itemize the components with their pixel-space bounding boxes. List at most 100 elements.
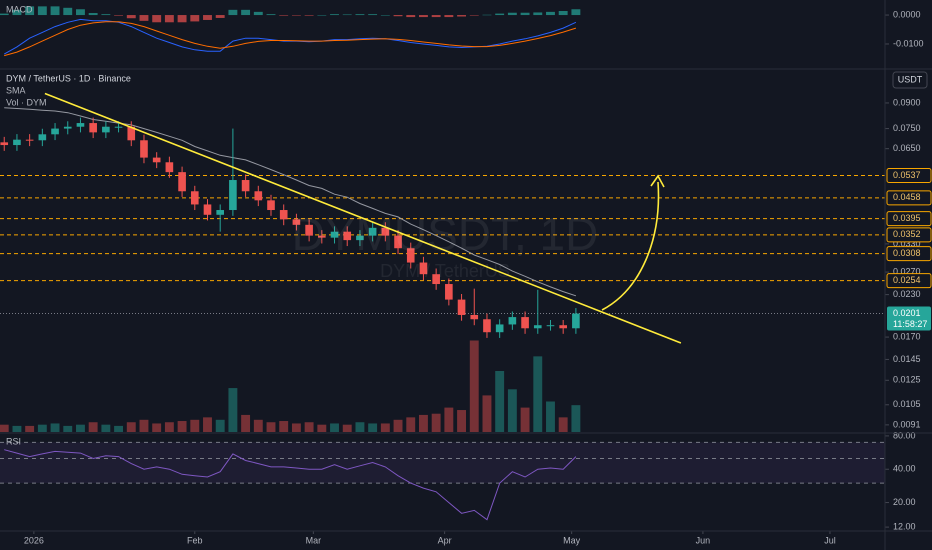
macd-histogram-bar (558, 10, 568, 16)
macd-histogram-bar (380, 15, 390, 16)
candle-body (318, 235, 326, 238)
x-tick-label: Apr (438, 535, 452, 545)
macd-histogram-bar (571, 9, 581, 16)
macd-histogram-bar (291, 15, 301, 16)
volume-bar (571, 405, 581, 432)
volume-bar (88, 422, 98, 432)
y-tick-label: 40.00 (893, 464, 916, 474)
macd-histogram-bar (546, 11, 555, 16)
y-tick-label: 0.0650 (893, 143, 921, 153)
macd-histogram-bar (469, 15, 479, 16)
x-tick-label: 2026 (24, 535, 44, 545)
candle-body (127, 126, 136, 141)
volume-bar (304, 422, 314, 432)
candle-body (368, 227, 377, 236)
volume-bar (330, 423, 339, 432)
macd-histogram-bar (368, 14, 378, 16)
volume-bar (520, 407, 530, 432)
volume-bar (444, 407, 454, 432)
level-box (886, 246, 932, 262)
volume-bar (101, 424, 111, 432)
macd-histogram-bar (228, 9, 238, 16)
macd-histogram-bar (215, 15, 225, 18)
macd-histogram-bar (317, 15, 327, 16)
y-tick-label: 20.00 (893, 497, 916, 507)
volume-bar (50, 423, 60, 432)
macd-histogram-bar (482, 14, 492, 16)
volume-bar (177, 421, 187, 432)
volume-bar (431, 413, 441, 432)
macd-histogram-bar (88, 13, 98, 16)
candle-body (190, 191, 199, 205)
current-price-box (887, 306, 931, 331)
candle-body (152, 157, 161, 163)
unit-box[interactable] (892, 71, 928, 89)
candle-body (13, 139, 21, 146)
watermark-sub: DYM / TetherUS (380, 261, 510, 281)
y-tick-label: 80.00 (893, 430, 916, 440)
candle-body (546, 325, 555, 327)
macd-histogram-bar (50, 6, 60, 16)
rsi-line (4, 449, 577, 521)
volume-bar (63, 425, 73, 432)
volume-bar (406, 417, 416, 432)
candle-body (102, 126, 110, 133)
volume-bar (469, 340, 479, 432)
y-tick-label: 0.0750 (893, 123, 921, 133)
candle-body (330, 231, 339, 238)
y-tick-label: 0.0105 (893, 399, 921, 409)
macd-histogram-bar (76, 9, 85, 16)
macd-histogram-bar (126, 15, 136, 19)
candle-body (559, 325, 567, 329)
sma-line (4, 107, 577, 297)
volume-bar (533, 356, 543, 432)
macd-histogram-bar (330, 14, 339, 16)
candle-body (0, 142, 9, 146)
rsi-band-fill (0, 442, 885, 484)
level-label: 0.0395 (893, 213, 921, 223)
y-tick-label: 0.0900 (893, 97, 921, 107)
volume-bar (228, 388, 238, 432)
macd-histogram-bar (203, 15, 212, 20)
y-tick-label: -0.0100 (893, 38, 924, 48)
candle-body (483, 319, 491, 333)
y-tick-label: 0.0230 (893, 289, 921, 299)
candle-body (305, 224, 313, 236)
level-box (886, 168, 932, 184)
current-price-label: 0.0201 (893, 308, 921, 318)
level-label: 0.0254 (893, 275, 921, 285)
candle-body (254, 191, 263, 201)
macd-histogram-bar (177, 15, 187, 23)
volume-bar (342, 424, 352, 432)
candle-body (216, 210, 225, 215)
candle-body (445, 284, 453, 300)
y-tick-label: 0.0145 (893, 354, 921, 364)
candle-body (89, 123, 97, 133)
macd-histogram-bar (406, 15, 416, 18)
candle-body (165, 162, 174, 173)
macd-histogram-bar (12, 9, 22, 16)
volume-bar (558, 417, 568, 432)
macd-histogram-bar (63, 7, 73, 16)
level-box (886, 227, 932, 243)
volume-bar (25, 425, 35, 432)
sma-legend: SMA (6, 85, 26, 95)
volume-bar (253, 419, 263, 432)
candle-body (356, 235, 364, 241)
macd-histogram-bar (0, 13, 9, 16)
level-label: 0.0537 (893, 170, 921, 180)
macd-histogram-bar (114, 15, 124, 16)
volume-bar (279, 421, 289, 432)
level-label: 0.0352 (893, 229, 921, 239)
macd-histogram-bar (520, 12, 530, 16)
macd-histogram-bar (266, 14, 276, 16)
candle-body (572, 313, 580, 329)
volume-bar (37, 424, 47, 432)
macd-histogram-bar (342, 14, 352, 16)
macd-histogram-bar (431, 15, 441, 18)
candle-body (63, 126, 72, 129)
unit-label[interactable]: USDT (898, 74, 923, 84)
level-label: 0.0458 (893, 192, 921, 202)
y-tick-label: 0.0091 (893, 419, 921, 429)
volume-bar (546, 401, 555, 432)
